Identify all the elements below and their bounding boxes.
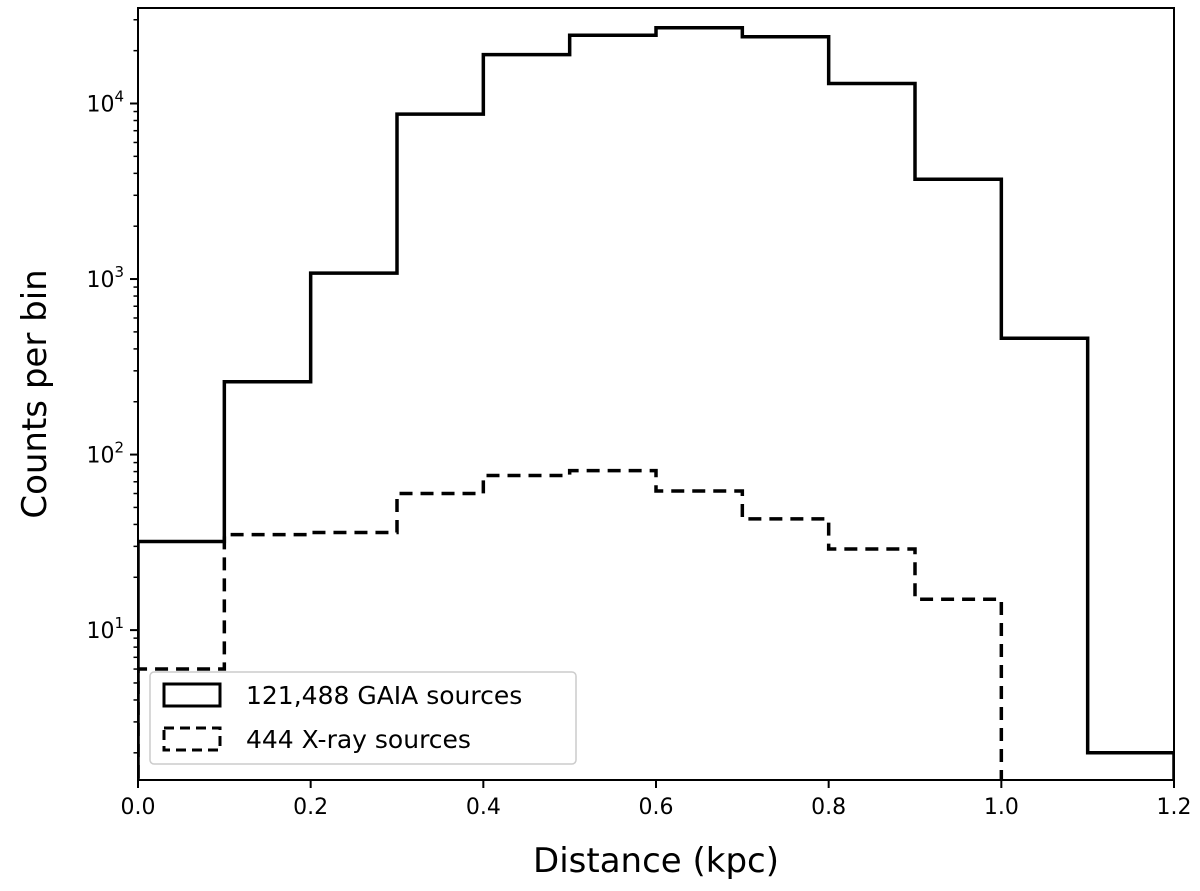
legend-label-gaia: 121,488 GAIA sources: [246, 681, 522, 710]
x-axis: 0.0 0.2 0.4 0.6 0.8 1.0 1.2: [121, 780, 1192, 820]
legend-box: [149, 671, 577, 765]
x-tick-label: 0.0: [121, 795, 156, 820]
y-tick-label: 103: [86, 263, 124, 293]
x-tick-label: 1.0: [984, 795, 1019, 820]
x-tick-label: 0.2: [293, 795, 328, 820]
x-tick-label: 1.2: [1157, 795, 1192, 820]
legend-swatch-xray: [162, 726, 222, 752]
x-axis-title: Distance (kpc): [533, 841, 779, 881]
x-tick-label: 0.6: [639, 795, 674, 820]
y-tick-label: 101: [86, 614, 124, 644]
plot-frame: [137, 7, 1175, 781]
x-tick-label: 0.4: [466, 795, 501, 820]
plot-marks: [138, 26, 1174, 780]
legend: 121,488 GAIA sources 444 X-ray sources: [149, 671, 577, 765]
y-tick-label: 104: [86, 88, 124, 118]
y-axis-title: Counts per bin: [15, 269, 55, 518]
y-axis: 101 102 103 104: [86, 19, 138, 754]
legend-swatch-gaia: [162, 682, 222, 708]
series-0-step-line: [138, 26, 1174, 780]
y-tick-label: 102: [86, 439, 124, 469]
x-tick-label: 0.8: [811, 795, 846, 820]
legend-label-xray: 444 X-ray sources: [246, 725, 471, 754]
series-1-step-line: [138, 468, 1004, 780]
